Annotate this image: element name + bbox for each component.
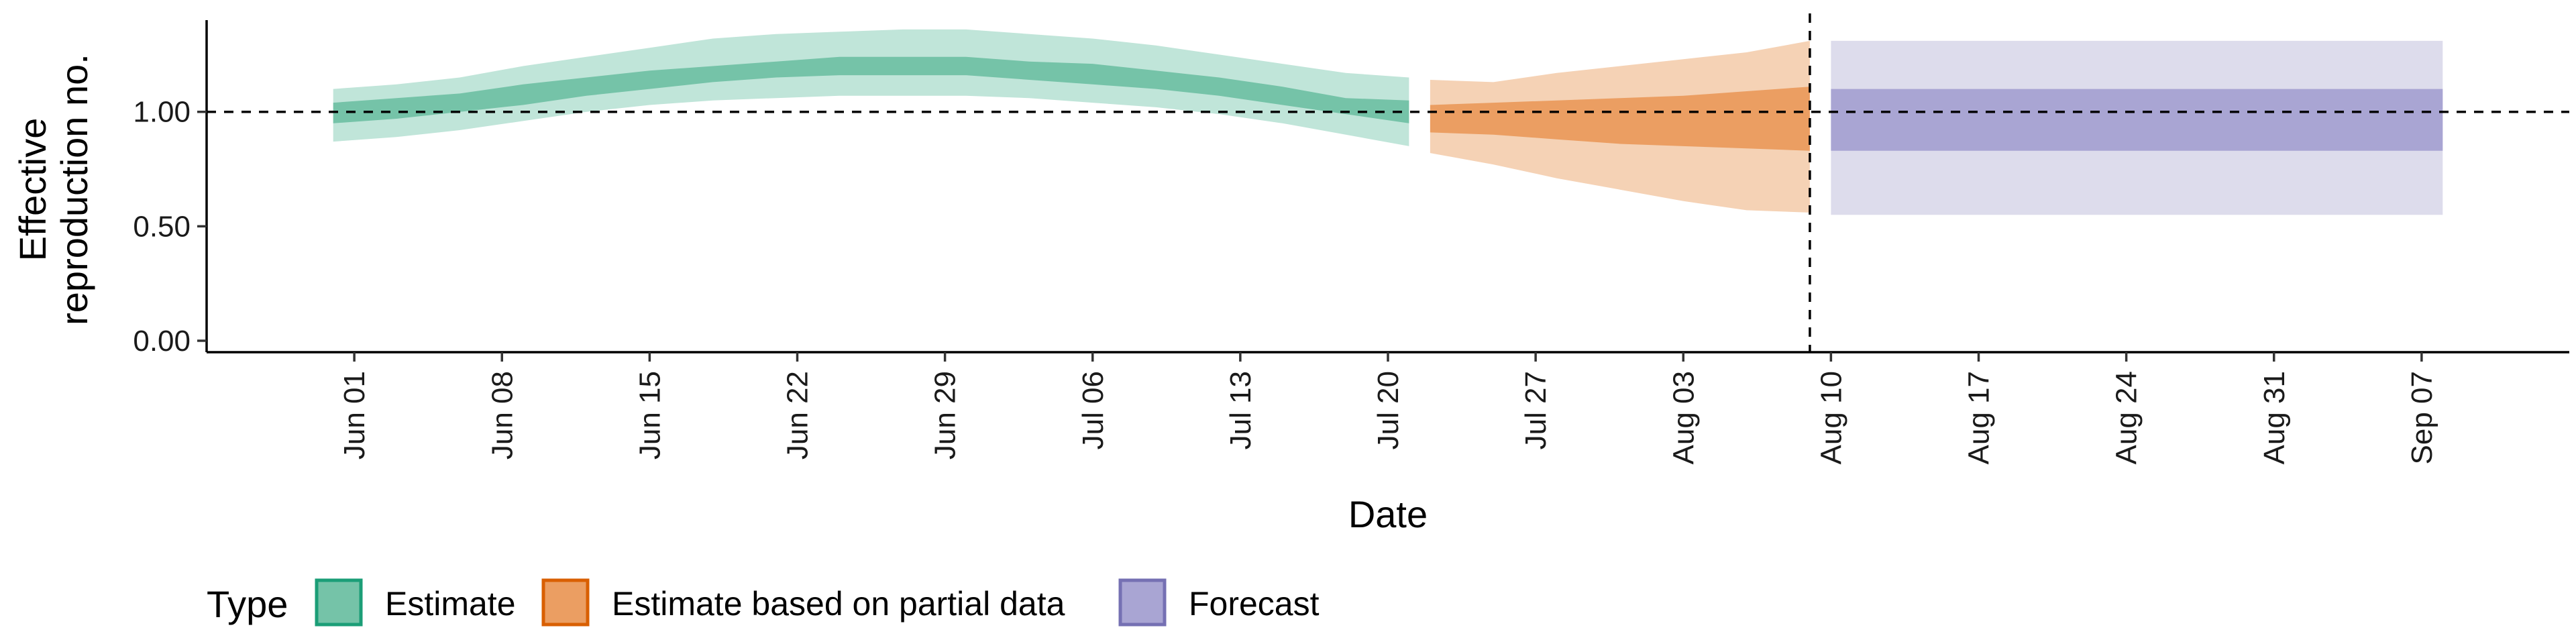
x-tick-label: Jun 01	[338, 371, 371, 460]
x-tick-label: Jun 29	[929, 371, 962, 460]
x-tick-label: Jul 06	[1077, 371, 1110, 449]
x-tick-label: Aug 31	[2258, 371, 2291, 464]
x-tick-label: Aug 24	[2110, 371, 2143, 464]
legend-key-0	[315, 578, 363, 627]
band-inner-2	[1831, 89, 2443, 151]
y-axis-ticks: 0.00 0.50 1.00	[133, 96, 207, 358]
legend-label-2: Forecast	[1189, 585, 1320, 623]
x-tick-label: Aug 03	[1667, 371, 1700, 464]
band-inner-1	[1430, 87, 1810, 151]
x-tick-label: Jun 15	[633, 371, 666, 460]
x-tick-label: Aug 17	[1963, 371, 1996, 464]
y-axis-title-line: Effective	[11, 118, 54, 262]
x-tick-label: Aug 10	[1815, 371, 1847, 464]
y-tick-label: 1.00	[133, 96, 191, 129]
x-tick-label: Sep 07	[2406, 371, 2438, 464]
legend: Type Estimate Estimate based on partial d…	[207, 578, 1320, 627]
x-tick-label: Jul 13	[1224, 371, 1257, 449]
legend-label-0: Estimate	[385, 585, 516, 623]
legend-title: Type	[207, 583, 288, 625]
x-axis-ticks: Jun 01 Jun 08 Jun 15 Jun 22 Jun 29 Jul 06 Jul …	[338, 352, 2438, 464]
y-tick-label: 0.50	[133, 210, 191, 243]
y-axis-title: Effectivereproduction no.	[11, 54, 95, 325]
legend-key-2	[1118, 578, 1167, 627]
band-outer-0	[333, 29, 1409, 146]
x-axis-title: Date	[1348, 493, 1428, 535]
x-tick-label: Jun 08	[486, 371, 519, 460]
y-tick-label: 0.00	[133, 325, 191, 358]
band-inner-0	[333, 56, 1409, 123]
y-axis-title-line: reproduction no.	[53, 54, 95, 325]
legend-key-1	[541, 578, 590, 627]
x-tick-label: Jun 22	[782, 371, 814, 460]
x-tick-label: Jul 20	[1372, 371, 1405, 449]
x-tick-label: Jul 27	[1519, 371, 1552, 449]
series-bands	[333, 29, 2443, 215]
legend-label-1: Estimate based on partial data	[612, 585, 1065, 623]
